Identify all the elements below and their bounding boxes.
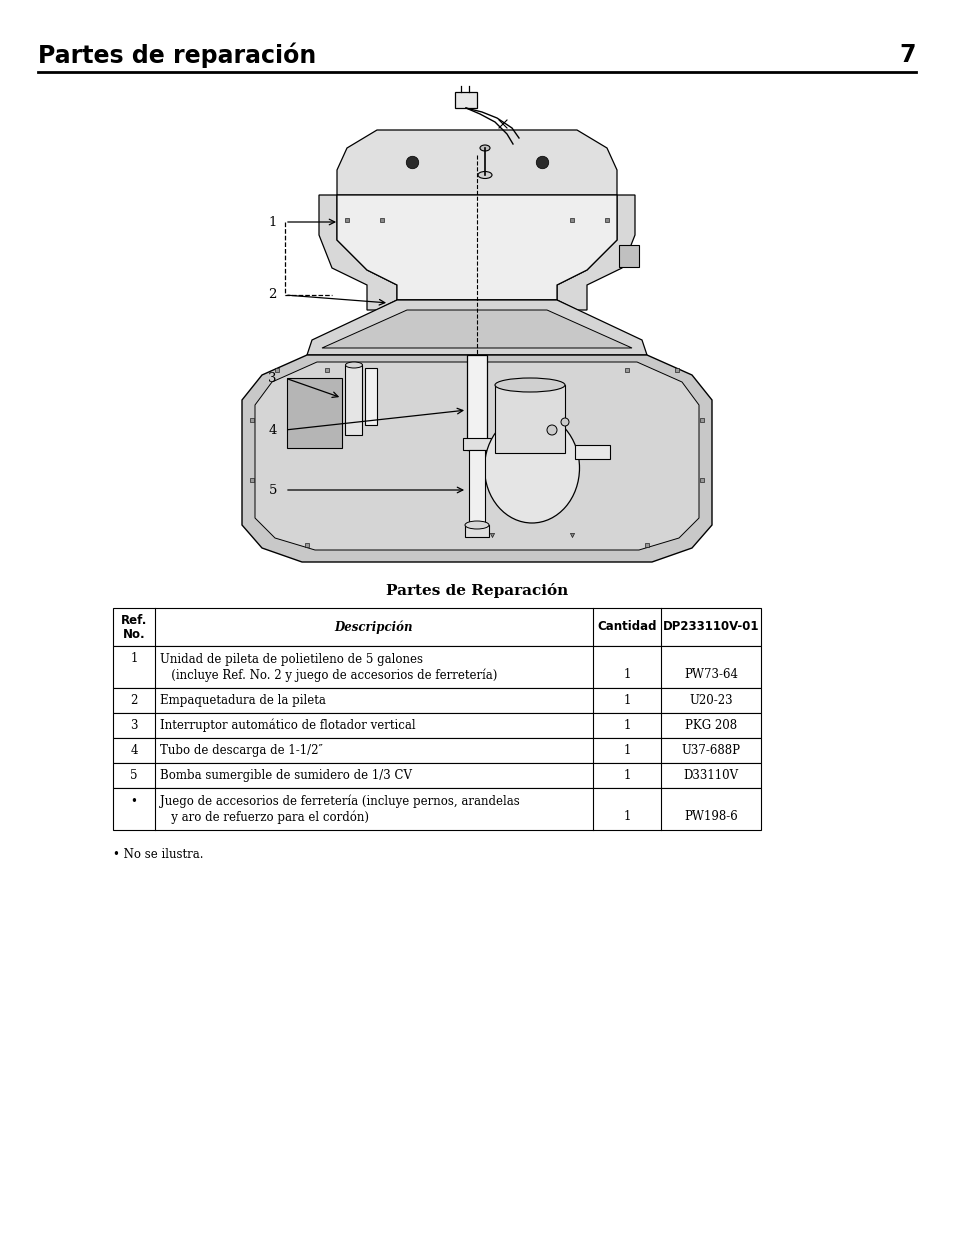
Text: 2: 2 [131, 694, 137, 706]
Text: • No se ilustra.: • No se ilustra. [112, 848, 203, 861]
Text: (incluye Ref. No. 2 y juego de accesorios de ferretería): (incluye Ref. No. 2 y juego de accesorio… [160, 668, 497, 682]
Text: 5: 5 [131, 769, 137, 782]
Bar [112, 646, 760, 688]
Circle shape [560, 417, 568, 426]
Text: 1: 1 [622, 810, 630, 824]
Ellipse shape [484, 412, 578, 522]
Text: Cantidad: Cantidad [597, 620, 656, 634]
Text: PKG 208: PKG 208 [684, 719, 737, 732]
Text: 3: 3 [268, 372, 276, 384]
Polygon shape [307, 300, 646, 354]
FancyBboxPatch shape [618, 245, 639, 267]
Polygon shape [254, 362, 699, 550]
Polygon shape [336, 130, 617, 195]
Bar [112, 739, 760, 763]
Text: 7: 7 [899, 43, 915, 67]
Text: PW73-64: PW73-64 [683, 668, 738, 682]
Text: D33110V: D33110V [682, 769, 738, 782]
Text: 1: 1 [622, 668, 630, 682]
Text: Partes de Reparación: Partes de Reparación [385, 583, 568, 598]
Ellipse shape [464, 521, 489, 529]
Text: 1: 1 [622, 743, 630, 757]
Bar [112, 788, 760, 830]
Text: 5: 5 [269, 483, 276, 496]
Text: Partes de reparación: Partes de reparación [38, 42, 315, 68]
Ellipse shape [477, 172, 492, 179]
Circle shape [546, 425, 557, 435]
FancyBboxPatch shape [287, 378, 341, 448]
Polygon shape [336, 195, 617, 300]
Bar [464, 525, 489, 537]
Text: No.: No. [123, 627, 145, 641]
Text: 4: 4 [269, 424, 276, 436]
Polygon shape [242, 354, 711, 562]
Text: 4: 4 [131, 743, 137, 757]
Text: U20-23: U20-23 [688, 694, 732, 706]
Bar [112, 608, 760, 646]
Bar [462, 438, 491, 450]
Ellipse shape [495, 378, 564, 391]
Text: Empaquetadura de la pileta: Empaquetadura de la pileta [160, 694, 326, 706]
Bar [112, 763, 760, 788]
Text: 1: 1 [269, 215, 276, 228]
Ellipse shape [479, 144, 490, 151]
Text: 1: 1 [622, 719, 630, 732]
Text: •: • [131, 794, 137, 808]
Polygon shape [387, 300, 566, 317]
Text: Interruptor automático de flotador vertical: Interruptor automático de flotador verti… [160, 719, 416, 732]
Text: 3: 3 [131, 719, 137, 732]
Bar [112, 688, 760, 713]
Text: 1: 1 [131, 652, 137, 666]
Text: Tubo de descarga de 1-1/2″: Tubo de descarga de 1-1/2″ [160, 743, 322, 757]
Bar [495, 385, 564, 453]
Polygon shape [467, 354, 486, 450]
Text: PW198-6: PW198-6 [683, 810, 737, 824]
Text: y aro de refuerzo para el cordón): y aro de refuerzo para el cordón) [160, 810, 369, 824]
Bar [469, 450, 484, 530]
Bar [112, 713, 760, 739]
FancyBboxPatch shape [455, 91, 476, 107]
Polygon shape [365, 368, 376, 425]
Text: Descripción: Descripción [335, 620, 413, 634]
Text: DP233110V-01: DP233110V-01 [662, 620, 759, 634]
Polygon shape [557, 195, 635, 310]
Bar [575, 445, 609, 459]
Polygon shape [345, 366, 361, 435]
Polygon shape [322, 310, 631, 348]
Text: U37-688P: U37-688P [680, 743, 740, 757]
Text: 1: 1 [622, 769, 630, 782]
Text: Unidad de pileta de polietileno de 5 galones: Unidad de pileta de polietileno de 5 gal… [160, 652, 422, 666]
Text: Juego de accesorios de ferretería (incluye pernos, arandelas: Juego de accesorios de ferretería (inclu… [160, 794, 519, 808]
Text: 2: 2 [269, 289, 276, 301]
Text: Ref.: Ref. [121, 614, 147, 626]
Ellipse shape [345, 362, 362, 368]
Text: Bomba sumergible de sumidero de 1/3 CV: Bomba sumergible de sumidero de 1/3 CV [160, 769, 412, 782]
Text: 1: 1 [622, 694, 630, 706]
Polygon shape [318, 195, 396, 310]
